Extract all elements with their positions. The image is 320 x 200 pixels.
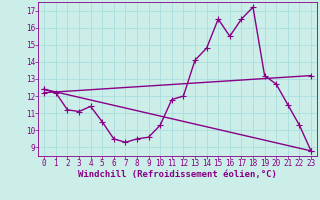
X-axis label: Windchill (Refroidissement éolien,°C): Windchill (Refroidissement éolien,°C) — [78, 170, 277, 179]
